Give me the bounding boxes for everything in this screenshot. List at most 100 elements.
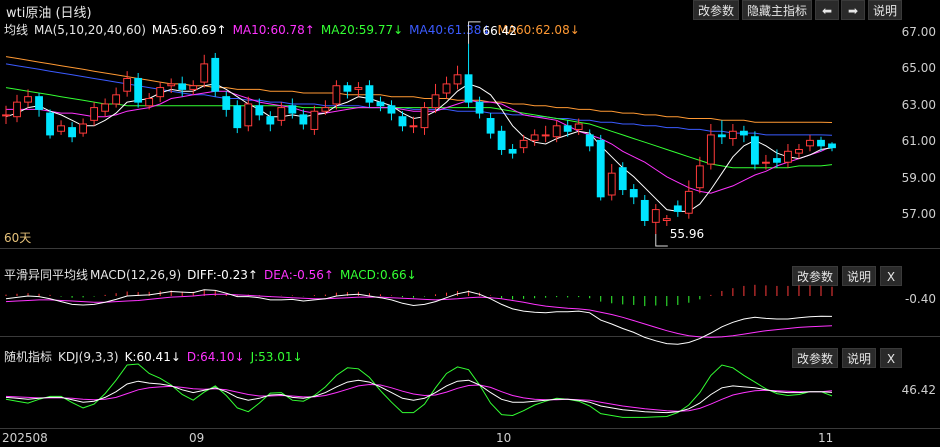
- help-button[interactable]: 说明: [868, 0, 902, 20]
- candle-body: [365, 85, 374, 103]
- candle-body: [24, 96, 32, 103]
- candle-body: [222, 96, 231, 110]
- macd-params: MACD(12,26,9): [90, 268, 182, 282]
- candle-body: [35, 96, 43, 110]
- kdj-j-value: J:53.01↓: [250, 350, 303, 364]
- candle-body: [343, 85, 352, 92]
- candle-body: [585, 134, 594, 147]
- candle-body: [486, 118, 495, 134]
- candle-body: [750, 136, 759, 165]
- candle-body: [156, 87, 165, 98]
- candle-body: [552, 125, 561, 138]
- ma20-value: MA20:59.77↓: [320, 23, 404, 37]
- candle-body: [123, 77, 132, 92]
- candle-body: [475, 101, 484, 114]
- candle-body: [607, 172, 616, 196]
- kdj-d-value: D:64.10↓: [186, 350, 245, 364]
- candle-body: [541, 134, 550, 137]
- candle-body: [387, 105, 396, 114]
- candle-body: [662, 218, 671, 222]
- candle-body: [211, 57, 220, 92]
- change-params-button[interactable]: 改参数: [693, 0, 739, 20]
- macd-legend: 平滑异同平均线 MACD(12,26,9) DIFF:-0.23↑ DEA:-0.56…: [4, 266, 423, 283]
- candle-body: [563, 125, 572, 132]
- candle-body: [178, 83, 187, 90]
- candle-body: [464, 74, 473, 103]
- ma40-value: MA40:61.38↓: [409, 23, 492, 37]
- kdj-change-params-button[interactable]: 改参数: [792, 348, 838, 368]
- candle-body: [762, 161, 770, 164]
- period-label: 60天: [4, 231, 32, 245]
- ma-params: MA(5,10,20,40,60): [34, 23, 146, 37]
- candle-body: [189, 85, 198, 90]
- chart-title: wti原油 (日线): [6, 6, 92, 21]
- candle-body: [255, 105, 264, 116]
- macd-dea-line: [5, 293, 833, 338]
- macd-indicator-name: 平滑异同平均线: [4, 268, 89, 282]
- main-axis-tick: 59.00: [901, 170, 936, 185]
- x-label-sep: 09: [189, 431, 205, 445]
- candle-body: [717, 134, 726, 138]
- candle-body: [806, 139, 814, 147]
- candle-body: [431, 94, 440, 109]
- kdj-k-line: [5, 379, 833, 414]
- ma5-line: [5, 83, 833, 212]
- candle-body: [288, 105, 297, 114]
- candle-body: [68, 127, 76, 138]
- kdj-help-button[interactable]: 说明: [842, 348, 876, 368]
- next-arrow-icon[interactable]: ➡: [841, 0, 865, 20]
- candle-body: [233, 105, 242, 129]
- kdj-indicator-name: 随机指标: [4, 350, 53, 364]
- macd-diff-value: DIFF:-0.23↑: [187, 268, 258, 282]
- candle-body: [773, 158, 781, 163]
- kdj-legend: 随机指标 KDJ(9,3,3) K:60.41↓ D:64.10↓ J:53.01↓: [4, 348, 309, 365]
- candle-body: [145, 97, 154, 107]
- candle-body: [244, 103, 253, 127]
- candle-body: [321, 107, 330, 112]
- macd-value: MACD:0.66↓: [339, 268, 417, 282]
- prev-arrow-icon[interactable]: ⬅: [815, 0, 839, 20]
- candle-body: [101, 103, 110, 112]
- candle-body: [2, 114, 10, 117]
- candle-body: [574, 123, 583, 130]
- kdj-d-line: [5, 383, 833, 412]
- kdj-close-button[interactable]: X: [880, 348, 902, 368]
- macd-close-button[interactable]: X: [880, 266, 902, 286]
- kdj-k-value: K:60.41↓: [124, 350, 181, 364]
- candle-body: [530, 134, 539, 141]
- candle-body: [706, 134, 715, 165]
- candle-body: [497, 130, 506, 150]
- ma60-value: MA60:62.08↓: [497, 23, 580, 37]
- main-axis-tick: 61.00: [901, 134, 936, 149]
- candle-body: [409, 125, 418, 128]
- macd-diff-line: [5, 289, 833, 345]
- candle-body: [376, 101, 385, 107]
- x-label-oct: 10: [496, 431, 512, 445]
- macd-change-params-button[interactable]: 改参数: [792, 266, 838, 286]
- ma-indicator-name: 均线: [4, 23, 29, 37]
- candle-body: [728, 130, 737, 140]
- ma60-line: [5, 56, 833, 123]
- candle-body: [134, 77, 143, 103]
- candle-body: [79, 123, 88, 134]
- macd-help-button[interactable]: 说明: [842, 266, 876, 286]
- hide-main-indicator-button[interactable]: 隐藏主指标: [742, 0, 812, 20]
- high-marker-line: [468, 21, 481, 44]
- candle-body: [266, 116, 275, 125]
- candle-body: [739, 130, 748, 136]
- candle-body: [618, 167, 627, 191]
- candle-body: [795, 148, 803, 154]
- ma10-line: [6, 90, 833, 194]
- kdj-axis-tick: 46.42: [901, 383, 936, 397]
- candle-body: [167, 83, 176, 87]
- main-axis-tick: 63.00: [901, 97, 936, 112]
- candle-body: [90, 107, 99, 121]
- x-label-aug: 202508: [2, 431, 48, 445]
- candle-body: [673, 205, 682, 212]
- ma10-value: MA10:60.78↑: [232, 23, 315, 37]
- candle-body: [13, 101, 21, 118]
- ma5-value: MA5:60.69↑: [151, 23, 227, 37]
- candle-body: [508, 148, 517, 154]
- ma20-line: [5, 87, 833, 169]
